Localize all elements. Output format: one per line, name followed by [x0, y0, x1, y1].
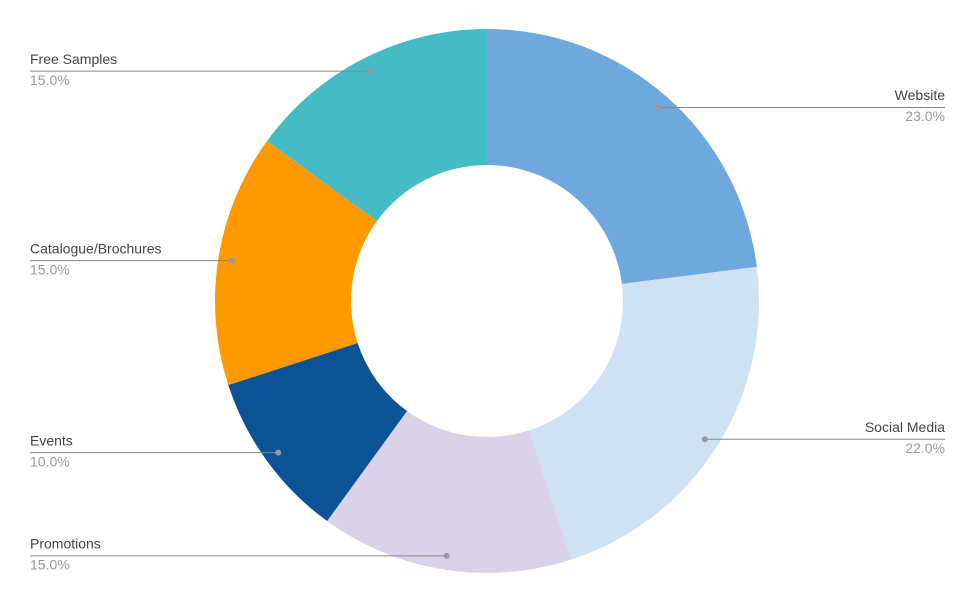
slice-value-label: 15.0% — [30, 72, 70, 88]
leader-dot — [654, 104, 661, 111]
slice-label: Website — [895, 87, 946, 103]
slice-value-label: 10.0% — [30, 453, 70, 469]
donut-slice — [327, 411, 572, 573]
slice-label: Events — [30, 432, 73, 448]
slice-value-label: 23.0% — [905, 108, 945, 124]
donut-slice — [266, 29, 487, 222]
donut-slice — [487, 29, 757, 284]
slice-value-label: 22.0% — [905, 440, 945, 456]
slice-label: Catalogue/Brochures — [30, 240, 162, 256]
donut-slice — [215, 141, 377, 386]
leader-dot — [229, 257, 236, 264]
slice-value-label: 15.0% — [30, 557, 70, 573]
slice-value-label: 15.0% — [30, 261, 70, 277]
slice-label: Promotions — [30, 536, 101, 552]
donut-slice — [529, 266, 759, 560]
donut-slice — [228, 343, 408, 522]
leader-dot — [443, 552, 450, 559]
slice-label: Social Media — [865, 419, 945, 435]
leader-dot — [366, 68, 373, 75]
slice-label: Free Samples — [30, 51, 117, 67]
leader-dot — [275, 449, 282, 456]
leader-dot — [701, 436, 708, 443]
